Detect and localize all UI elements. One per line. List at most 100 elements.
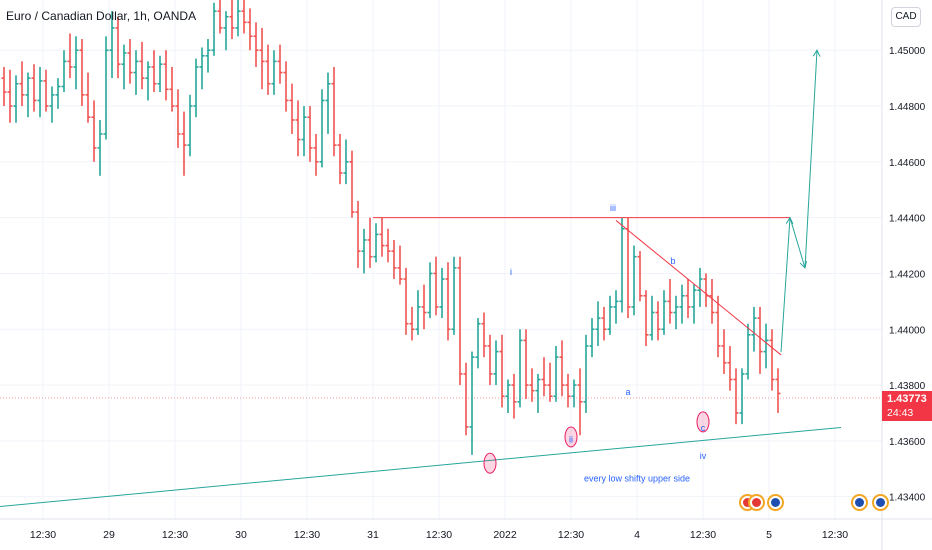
price-axis[interactable]: 1.43400 1.43600 1.43800 1.44000 1.44200 1.444…: [889, 46, 926, 503]
ohlc-bar: [637, 251, 643, 302]
time-axis[interactable]: 12:30 29 12:30 30 12:30 31 12:30 2022 12:30 4 12:3…: [30, 529, 848, 541]
ohlc-bar: [85, 72, 91, 123]
projection-arrowhead: [812, 49, 821, 57]
ohlc-bar: [55, 78, 61, 109]
ohlc-bar: [565, 373, 571, 408]
ohlc-bar: [121, 44, 127, 90]
ohlc-bar: [301, 106, 307, 157]
ohlc-bar: [607, 295, 613, 335]
ohlc-bar: [127, 39, 133, 84]
price-tick-label: 1.44600: [889, 158, 926, 169]
time-tick-label: 30: [235, 529, 247, 541]
ohlc-bar: [367, 217, 373, 268]
ohlc-bar: [19, 61, 25, 107]
time-tick-label: 31: [367, 529, 379, 541]
ohlc-bar: [271, 50, 277, 95]
time-tick-label: 29: [103, 529, 115, 541]
time-tick-label: 4: [634, 529, 640, 541]
ohlc-bar: [325, 72, 331, 134]
ohlc-bar: [757, 306, 763, 374]
ohlc-bar: [499, 334, 505, 408]
ohlc-bar: [577, 368, 583, 436]
ohlc-bar: [457, 256, 463, 386]
ohlc-bar: [229, 0, 235, 40]
grid: [0, 0, 882, 519]
time-tick-label: 12:30: [690, 529, 716, 541]
ohlc-bar: [475, 318, 481, 369]
ohlc-bar: [523, 329, 529, 400]
ohlc-bar: [451, 256, 457, 335]
euro-event-icon[interactable]: [872, 494, 889, 511]
ohlc-bar: [139, 41, 145, 90]
ohlc-bar: [679, 284, 685, 324]
ohlc-bar: [109, 11, 115, 79]
ohlc-bar: [583, 334, 589, 413]
ohlc-bar: [67, 33, 73, 79]
ohlc-bar: [7, 69, 13, 123]
pivot-circle: [483, 452, 497, 474]
time-tick-label: 12:30: [558, 529, 584, 541]
canada-event-icon[interactable]: [748, 494, 765, 511]
ohlc-bar: [775, 368, 781, 413]
ohlc-bar: [415, 290, 421, 335]
support-line: [0, 426, 842, 508]
last-price-label: 1.43773 24:43: [882, 391, 932, 421]
ohlc-bar: [625, 217, 631, 319]
ohlc-bar: [181, 111, 187, 176]
projection-arrowhead: [785, 216, 794, 225]
time-tick-label: 12:30: [294, 529, 320, 541]
price-tick-label: 1.43800: [889, 381, 926, 392]
price-tick-label: 1.44000: [889, 325, 926, 336]
time-tick-label: 5: [766, 529, 772, 541]
ohlc-bar: [613, 290, 619, 324]
ohlc-bar: [1, 66, 7, 107]
ohlc-bar: [313, 133, 319, 176]
falling-resistance-line: [615, 220, 782, 356]
ohlc-bar: [145, 61, 151, 101]
price-bars: [1, 0, 781, 455]
time-tick-label: 12:30: [162, 529, 188, 541]
wave-label: iii: [610, 203, 616, 213]
time-tick-label: 2022: [493, 529, 517, 541]
ohlc-bar: [535, 373, 541, 413]
currency-button[interactable]: CAD: [891, 7, 921, 27]
ohlc-bar: [517, 329, 523, 408]
ohlc-bar: [691, 284, 697, 324]
ohlc-bar: [529, 368, 535, 402]
ohlc-bar: [163, 50, 169, 101]
ohlc-bar: [169, 66, 175, 112]
price-tick-label: 1.45000: [889, 46, 926, 57]
price-tick-label: 1.44400: [889, 214, 926, 225]
ohlc-bar: [697, 267, 703, 307]
ohlc-bar: [469, 351, 475, 455]
ohlc-bar: [49, 86, 55, 123]
wave-label: c: [701, 423, 706, 433]
wave-label: every low shifty upper side: [584, 474, 690, 484]
ohlc-bar: [73, 36, 79, 90]
ohlc-bar: [541, 357, 547, 397]
ohlc-bar: [331, 66, 337, 157]
ohlc-bar: [463, 362, 469, 436]
euro-event-icon[interactable]: [851, 494, 868, 511]
projection-arrowhead: [799, 260, 807, 269]
ohlc-bar: [481, 312, 487, 358]
ohlc-bar: [421, 284, 427, 330]
ohlc-bar: [655, 301, 661, 341]
ohlc-bar: [721, 329, 727, 374]
ohlc-bar: [277, 44, 283, 84]
ohlc-bar: [241, 0, 247, 34]
ohlc-bar: [97, 119, 103, 176]
ohlc-bar: [643, 290, 649, 346]
euro-event-icon[interactable]: [767, 494, 784, 511]
ohlc-bar: [769, 329, 775, 391]
ohlc-bar: [403, 267, 409, 335]
wave-label: b: [670, 256, 675, 266]
price-tick-label: 1.43400: [889, 493, 926, 504]
wave-label: ii: [569, 434, 573, 444]
ohlc-bar: [727, 346, 733, 391]
ohlc-bar: [589, 318, 595, 358]
ohlc-bar: [709, 279, 715, 324]
ohlc-bar: [175, 89, 181, 148]
